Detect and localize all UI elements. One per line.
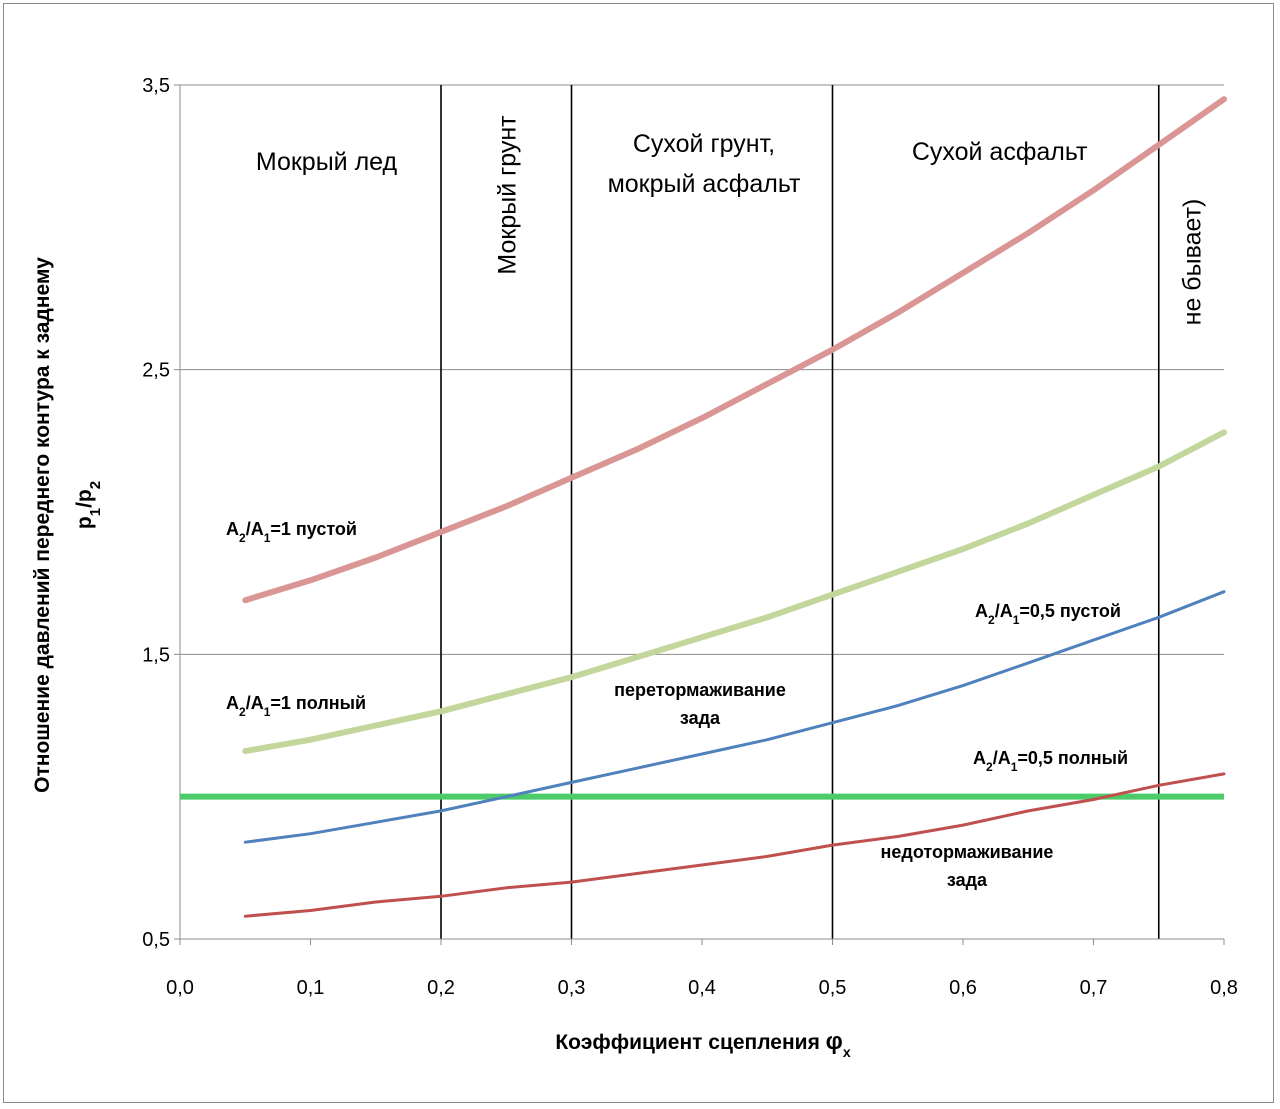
- annotation-0-1: зада: [680, 708, 721, 728]
- series-label-a: A: [226, 693, 239, 713]
- y-axis-title-p2: p: [73, 489, 96, 502]
- series-label-a: A: [975, 601, 988, 621]
- zone-label-4: не бывает): [1178, 199, 1206, 326]
- zone-label-2-1: мокрый асфальт: [608, 170, 801, 198]
- x-tick-label-7: 0,7: [1080, 977, 1108, 999]
- series-label-1: A2/A1=1 полный: [226, 693, 366, 719]
- series-label-sub: 1: [1011, 760, 1018, 774]
- series-line-3: [243, 772, 1226, 918]
- series-label-sub: 2: [988, 613, 995, 627]
- series-label-rest: =0,5 пустой: [1019, 601, 1121, 621]
- series-label-0: A2/A1=1 пустой: [226, 519, 357, 545]
- series-label-a: A: [226, 519, 239, 539]
- x-tick-label-4: 0,4: [688, 977, 716, 999]
- x-tick-label-1: 0,1: [297, 977, 325, 999]
- series-label-a: A: [973, 748, 986, 768]
- series-label-slash: /A: [246, 693, 264, 713]
- series-line-0: [242, 96, 1227, 604]
- series-label-rest: =0,5 полный: [1017, 748, 1128, 768]
- zone-label-1: Мокрый грунт: [493, 115, 521, 275]
- x-axis-title: Коэффициент сцепления φx: [555, 1028, 850, 1060]
- y-tick-label-3: 3,5: [142, 75, 170, 97]
- series-label-sub: 2: [986, 760, 993, 774]
- y-tick-label-2: 2,5: [142, 360, 170, 382]
- y-axis-title-sub1: 1: [87, 508, 104, 516]
- y-axis-title-line2: p1/p2: [73, 481, 104, 529]
- y-tick-label-0: 0,5: [142, 929, 170, 951]
- series-label-sub: 1: [264, 705, 271, 719]
- x-tick-label-8: 0,8: [1210, 977, 1238, 999]
- zone-label-3-0: Сухой асфальт: [912, 138, 1088, 166]
- x-tick-label-6: 0,6: [949, 977, 977, 999]
- series-label-sub: 2: [239, 531, 246, 545]
- x-tick-label-2: 0,2: [427, 977, 455, 999]
- y-axis-title-p1: p: [73, 516, 96, 529]
- y-tick-label-1: 1,5: [142, 644, 170, 666]
- x-axis-title-text: Коэффициент сцепления: [555, 1031, 825, 1054]
- series-label-slash: /A: [993, 748, 1011, 768]
- zone-label-2-0: Сухой грунт,: [633, 130, 775, 158]
- series-label-slash: /A: [246, 519, 264, 539]
- y-axis-title-line1: Отношение давлений переднего контура к з…: [31, 257, 54, 793]
- series-label-3: A2/A1=0,5 полный: [973, 748, 1128, 774]
- x-axis-title-symbol: φ: [826, 1028, 843, 1055]
- y-axis-title-sub2: 2: [87, 481, 104, 489]
- chart-frame: [3, 3, 1274, 1103]
- annotation-0-0: перетормаживание: [614, 680, 786, 700]
- series-label-2: A2/A1=0,5 пустой: [975, 601, 1121, 627]
- series-label-rest: =1 полный: [270, 693, 366, 713]
- series-label-sub: 1: [264, 531, 271, 545]
- zone-label-0-0: Мокрый лед: [256, 148, 398, 176]
- y-axis-title-slash: /: [73, 502, 96, 508]
- x-tick-label-5: 0,5: [819, 977, 847, 999]
- series-line-1: [242, 429, 1227, 755]
- annotation-1-0: недотормаживание: [881, 842, 1054, 862]
- x-axis-title-sub: x: [843, 1044, 851, 1060]
- series-label-slash: /A: [995, 601, 1013, 621]
- series-line-2: [243, 590, 1226, 844]
- series-label-sub: 1: [1013, 613, 1020, 627]
- series-label-sub: 2: [239, 705, 246, 719]
- series-label-rest: =1 пустой: [270, 519, 357, 539]
- x-tick-label-0: 0,0: [166, 977, 194, 999]
- annotation-1-1: зада: [947, 870, 988, 890]
- x-tick-label-3: 0,3: [558, 977, 586, 999]
